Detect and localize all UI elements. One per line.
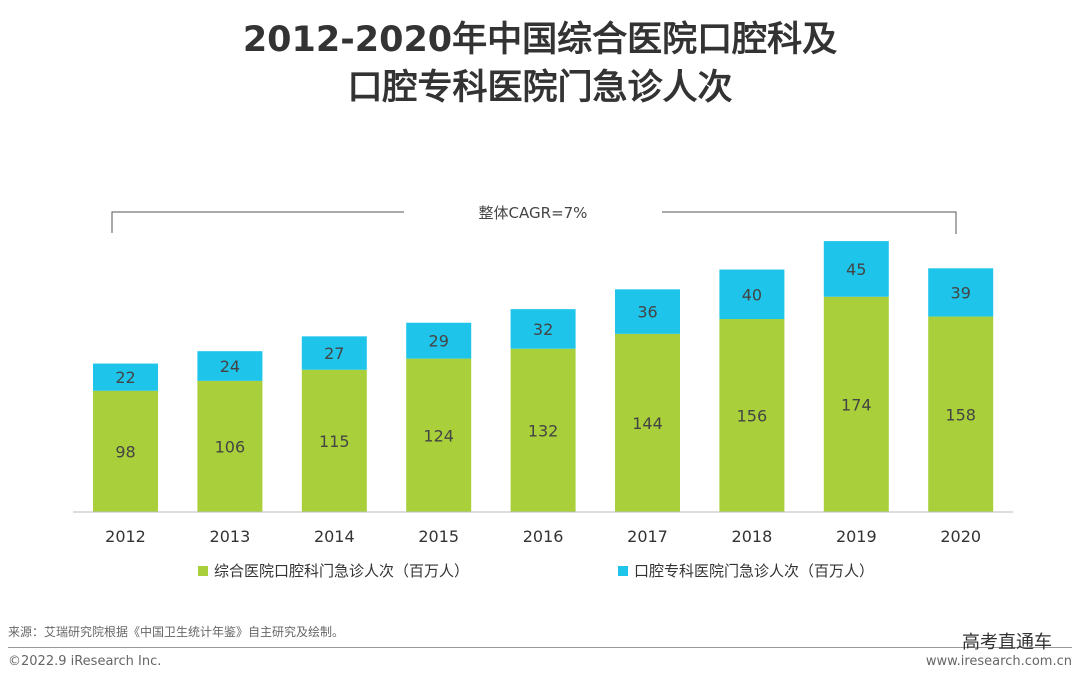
x-tick-label: 2014 [314,527,355,546]
data-label: 132 [528,421,559,440]
bar-specialty-2019 [823,241,889,297]
legend-item-general: 综合医院口腔科门急诊人次（百万人） [198,560,469,581]
bar-specialty-2015 [406,322,472,359]
data-label: 106 [215,437,246,456]
data-label: 40 [742,285,762,304]
chart-title-line-2: 口腔专科医院门急诊人次 [347,68,733,108]
watermark: 高考直通车 [962,632,1052,653]
x-tick-label: 2018 [732,527,773,546]
x-tick-label: 2020 [940,527,981,546]
source-note: 来源：艾瑞研究院根据《中国卫生统计年鉴》自主研究及绘制。 [8,625,345,639]
data-label: 174 [841,395,872,414]
data-label: 158 [945,405,976,424]
bar-general-2019 [823,296,889,512]
legend-swatch-green [198,565,208,576]
bar-general-2020 [928,316,994,512]
website: www.iresearch.com.cn [925,654,1072,669]
bar-specialty-2018 [719,269,785,320]
data-label: 124 [423,426,454,445]
bar-specialty-2013 [197,351,263,381]
bar-specialty-2012 [93,363,158,391]
bar-specialty-2020 [928,268,994,317]
bar-general-2015 [406,358,472,512]
cagr-bracket [111,211,957,234]
data-label: 22 [115,368,135,387]
bar-general-2012 [93,390,158,512]
bar-general-2014 [301,369,367,512]
cagr-annotation: 整体CAGR=7% [479,204,588,222]
legend-label: 综合医院口腔科门急诊人次（百万人） [214,562,470,580]
data-label: 27 [324,344,344,363]
data-label: 36 [637,303,657,322]
x-tick-label: 2019 [836,527,877,546]
data-label: 29 [429,332,449,351]
bar-specialty-2016 [510,309,576,349]
bar-specialty-2017 [615,289,680,334]
data-label: 24 [220,357,240,376]
x-tick-label: 2015 [418,527,459,546]
copyright: ©2022.9 iResearch Inc. [8,654,162,669]
data-label: 98 [115,442,135,461]
data-label: 32 [533,320,553,339]
data-label: 45 [846,260,866,279]
x-tick-label: 2012 [105,527,146,546]
bar-general-2016 [510,348,576,512]
data-label: 39 [951,283,971,302]
legend-swatch-blue [618,565,628,576]
chart-title-line-1: 2012-2020年中国综合医院口腔科及 [242,20,838,60]
x-tick-label: 2017 [627,527,668,546]
x-tick-label: 2016 [523,527,564,546]
bar-general-2013 [197,380,263,512]
data-label: 144 [632,414,663,433]
data-label: 156 [737,407,768,426]
bar-general-2018 [719,319,785,512]
x-tick-label: 2013 [210,527,251,546]
data-label: 115 [319,432,350,451]
legend-label: 口腔专科医院门急诊人次（百万人） [634,562,875,580]
bar-general-2017 [615,333,680,512]
footer-divider [8,647,1072,648]
legend-item-specialty: 口腔专科医院门急诊人次（百万人） [618,560,874,581]
bar-specialty-2014 [301,336,367,370]
